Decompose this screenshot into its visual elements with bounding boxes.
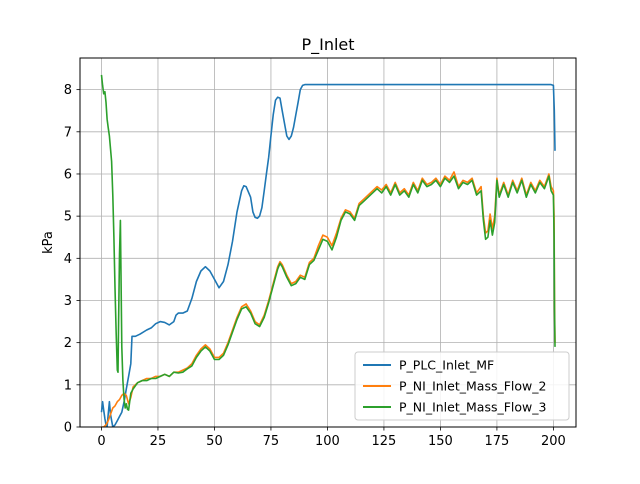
y-tick-label: 5 xyxy=(64,210,72,225)
legend-label: P_PLC_Inlet_MF xyxy=(399,358,494,373)
chart-title: P_Inlet xyxy=(301,35,354,55)
axis-ticks: 0 25 50 75 100 125 150 175 200 0 1 2 3 4 5 6 7 8 xyxy=(64,83,566,449)
x-tick-label: 25 xyxy=(150,434,167,449)
x-tick-label: 175 xyxy=(484,434,509,449)
series-lines xyxy=(100,74,556,427)
x-tick-label: 0 xyxy=(97,434,105,449)
x-tick-label: 200 xyxy=(541,434,566,449)
x-tick-label: 50 xyxy=(206,434,223,449)
y-tick-label: 1 xyxy=(64,378,72,393)
x-tick-label: 75 xyxy=(263,434,280,449)
series-line-3 xyxy=(100,74,556,411)
y-tick-label: 7 xyxy=(64,125,72,140)
y-tick-label: 8 xyxy=(64,83,72,98)
x-tick-label: 125 xyxy=(372,434,397,449)
plot-frame xyxy=(79,57,577,428)
y-tick-label: 0 xyxy=(64,421,72,436)
x-tick-label: 150 xyxy=(428,434,453,449)
series-line-2 xyxy=(101,171,556,427)
x-tick-label: 100 xyxy=(315,434,340,449)
y-tick-label: 4 xyxy=(64,252,72,267)
y-tick-label: 3 xyxy=(64,294,72,309)
legend-label: P_NI_Inlet_Mass_Flow_2 xyxy=(399,379,546,394)
legend: P_PLC_Inlet_MF P_NI_Inlet_Mass_Flow_2 P_NI… xyxy=(354,351,570,421)
y-tick-label: 6 xyxy=(64,167,72,182)
y-axis-label: kPa xyxy=(41,231,56,254)
legend-box xyxy=(354,351,570,421)
y-tick-label: 2 xyxy=(64,336,72,351)
series-line-1 xyxy=(100,83,556,427)
legend-label: P_NI_Inlet_Mass_Flow_3 xyxy=(399,400,546,415)
